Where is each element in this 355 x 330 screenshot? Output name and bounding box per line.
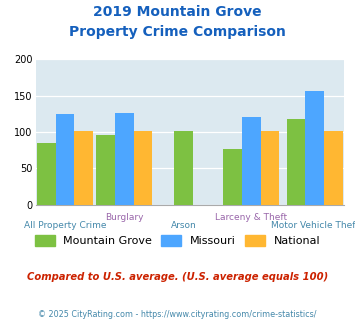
- Text: All Property Crime: All Property Crime: [24, 220, 106, 230]
- Bar: [324, 131, 343, 205]
- Text: Compared to U.S. average. (U.S. average equals 100): Compared to U.S. average. (U.S. average …: [27, 272, 328, 282]
- Text: Larceny & Theft: Larceny & Theft: [215, 213, 287, 222]
- Bar: [261, 131, 279, 205]
- Bar: [305, 91, 324, 205]
- Bar: [37, 143, 56, 205]
- Bar: [75, 131, 93, 205]
- Bar: [242, 117, 261, 205]
- Bar: [287, 119, 305, 205]
- Bar: [174, 131, 193, 205]
- Text: Property Crime Comparison: Property Crime Comparison: [69, 25, 286, 39]
- Bar: [97, 135, 115, 205]
- Text: 2019 Mountain Grove: 2019 Mountain Grove: [93, 5, 262, 19]
- Bar: [133, 131, 152, 205]
- Bar: [223, 149, 242, 205]
- Text: Motor Vehicle Theft: Motor Vehicle Theft: [271, 220, 355, 230]
- Text: © 2025 CityRating.com - https://www.cityrating.com/crime-statistics/: © 2025 CityRating.com - https://www.city…: [38, 310, 317, 319]
- Text: Burglary: Burglary: [105, 213, 143, 222]
- Text: Arson: Arson: [171, 220, 196, 230]
- Bar: [56, 114, 75, 205]
- Legend: Mountain Grove, Missouri, National: Mountain Grove, Missouri, National: [34, 235, 321, 246]
- Bar: [115, 113, 133, 205]
